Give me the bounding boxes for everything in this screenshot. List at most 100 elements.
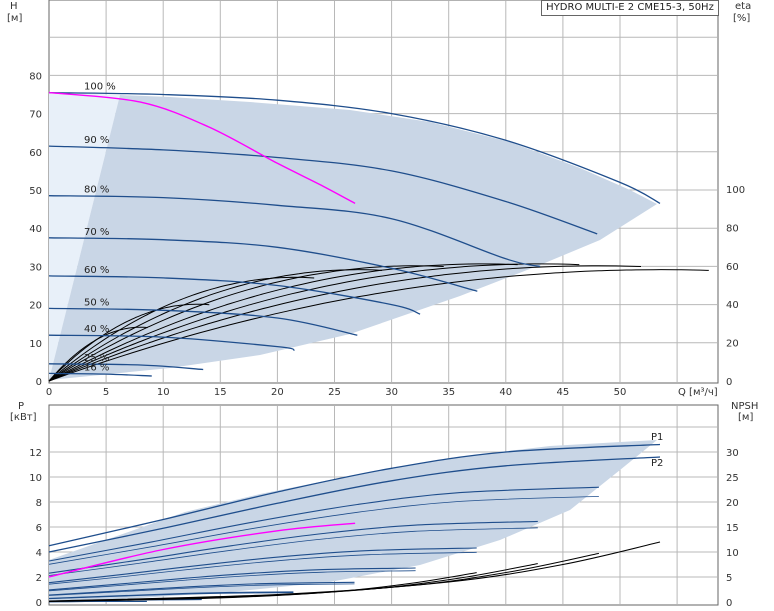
npsh-speed-curve xyxy=(48,572,477,602)
head-tick-label: 60 xyxy=(29,148,42,159)
power-tick-label: 0 xyxy=(36,598,42,609)
q-tick-label: 45 xyxy=(557,387,570,398)
power-tick-label: 10 xyxy=(29,473,42,484)
power-envelope xyxy=(49,440,657,602)
power-tick-label: 4 xyxy=(36,548,42,559)
p1-label: P1 xyxy=(651,432,663,443)
head-curves: 100 % 90 % 80 % 70 % 60 % 50 % 40 % 25 %16 % xyxy=(48,82,709,382)
power-curve-P2 xyxy=(48,456,661,553)
eta-axis-title: eta xyxy=(735,1,751,12)
speed-curve-25 xyxy=(48,363,204,371)
efficiency-curve-80 xyxy=(48,263,580,382)
q-tick-label: 20 xyxy=(271,387,284,398)
q-tick-label: 15 xyxy=(214,387,227,398)
npsh-tick-label: 5 xyxy=(726,573,732,584)
npsh-tick-label: 0 xyxy=(726,598,732,609)
power-tick-label: 8 xyxy=(36,498,42,509)
efficiency-curve-100 xyxy=(48,269,709,382)
npsh-tick-label: 30 xyxy=(726,448,739,459)
speed-curve-80 xyxy=(48,195,541,268)
q-tick-label: 35 xyxy=(442,387,455,398)
speed-curve-100 xyxy=(48,91,661,204)
power-speed-curve xyxy=(48,581,355,596)
q-axis-title: Q [м³/ч] xyxy=(678,387,718,398)
q-tick-label: 40 xyxy=(499,387,512,398)
head-tick-label: 50 xyxy=(29,186,42,197)
power-speed-curve xyxy=(48,567,416,591)
q-tick-label: 25 xyxy=(328,387,341,398)
power-speed-curve xyxy=(48,547,477,584)
duty-power-curve xyxy=(48,522,356,578)
eta-tick-label: 60 xyxy=(726,262,739,273)
head-tick-label: 30 xyxy=(29,262,42,273)
eta-tick-label: 80 xyxy=(726,223,739,234)
power-tick-label: 6 xyxy=(36,523,42,534)
power-p2-speed-curve xyxy=(48,583,355,596)
eta-tick-label: 40 xyxy=(726,300,739,311)
head-axis-title: H xyxy=(10,1,18,12)
speed-curve-16 xyxy=(48,372,152,377)
axis-labels: H[м]eta[%]010203040506070800204060801000… xyxy=(7,1,758,609)
efficiency-curve-25 xyxy=(48,303,210,382)
speed-label: 100 % xyxy=(84,82,116,93)
head-tick-label: 0 xyxy=(36,377,42,388)
head-tick-label: 20 xyxy=(29,301,42,312)
speed-label: 60 % xyxy=(84,265,109,276)
eta-axis-unit: [%] xyxy=(733,13,750,24)
power-curve-P1 xyxy=(48,443,661,547)
npsh-tick-label: 25 xyxy=(726,473,739,484)
head-tick-label: 10 xyxy=(29,339,42,350)
power-p2-speed-curve xyxy=(48,551,477,585)
head-tick-label: 80 xyxy=(29,71,42,82)
q-tick-label: 10 xyxy=(157,387,170,398)
q-tick-label: 30 xyxy=(385,387,398,398)
speed-curve-60 xyxy=(48,275,421,315)
speed-curve-90 xyxy=(48,145,598,235)
efficiency-curve-40 xyxy=(48,276,315,382)
eta-tick-label: 100 xyxy=(726,185,745,196)
speed-curve-70 xyxy=(48,237,478,292)
q-tick-label: 50 xyxy=(614,387,627,398)
eta-tick-label: 0 xyxy=(726,377,732,388)
power-tick-label: 2 xyxy=(36,573,42,584)
power-tick-label: 12 xyxy=(29,448,42,459)
chart-title: HYDRO MULTI-E 2 CME15-3, 50Hz xyxy=(541,0,719,16)
head-axis-unit: [м] xyxy=(7,13,22,24)
power-p2-speed-curve xyxy=(48,592,294,600)
speed-label: 16 % xyxy=(84,362,109,373)
speed-curve-50 xyxy=(48,307,358,336)
power-curves: P1 P2 xyxy=(48,432,663,603)
power-speed-curve xyxy=(48,486,599,562)
speed-label: 25 % xyxy=(84,353,109,364)
power-speed-curve xyxy=(48,520,538,574)
q-tick-label: 5 xyxy=(103,387,109,398)
npsh-tick-label: 10 xyxy=(726,548,739,559)
efficiency-curve-70 xyxy=(48,263,518,382)
npsh-axis-title: NPSH xyxy=(731,401,758,412)
power-axis-unit: [кВт] xyxy=(10,412,37,423)
power-p2-speed-curve xyxy=(48,527,538,576)
speed-curve-40 xyxy=(48,334,295,352)
power-p2-speed-curve xyxy=(48,570,416,592)
head-tick-label: 40 xyxy=(29,224,42,235)
speed-label: 70 % xyxy=(84,227,109,238)
q-tick-label: 0 xyxy=(46,387,52,398)
speed-label: 40 % xyxy=(84,324,109,335)
efficiency-curve-50 xyxy=(48,269,383,382)
duty-head-curve xyxy=(48,91,356,205)
npsh-tick-label: 20 xyxy=(726,498,739,509)
speed-label: 90 % xyxy=(84,135,109,146)
p2-label: P2 xyxy=(651,458,663,469)
speed-label: 80 % xyxy=(84,185,109,196)
npsh-tick-label: 15 xyxy=(726,523,739,534)
power-axis-title: P xyxy=(18,401,24,412)
speed-label: 50 % xyxy=(84,297,109,308)
efficiency-curve-60 xyxy=(48,265,444,382)
head-envelope xyxy=(49,95,657,380)
power-p2-speed-curve xyxy=(48,496,599,565)
efficiency-curve-90 xyxy=(48,265,642,382)
eta-tick-label: 20 xyxy=(726,339,739,350)
npsh-axis-unit: [м] xyxy=(738,412,753,423)
head-tick-label: 70 xyxy=(29,110,42,121)
